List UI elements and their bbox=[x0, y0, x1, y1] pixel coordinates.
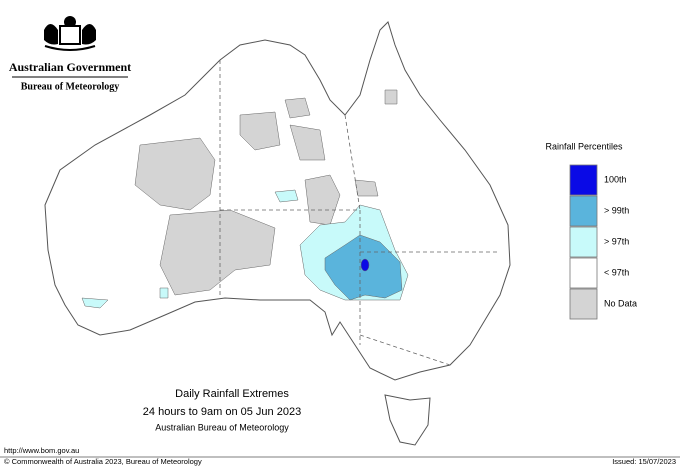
legend-title: Rainfall Percentiles bbox=[545, 141, 623, 151]
no-data-area bbox=[134, 137, 216, 211]
legend-label: 100th bbox=[604, 174, 627, 184]
legend-label: < 97th bbox=[604, 267, 629, 277]
record-area bbox=[360, 258, 370, 272]
no-data-area bbox=[159, 209, 276, 296]
legend-label: > 99th bbox=[604, 205, 629, 215]
no-data-area bbox=[289, 124, 326, 161]
above-97th-area bbox=[159, 287, 169, 299]
legend-swatch bbox=[569, 164, 598, 196]
footer-copyright: © Commonwealth of Australia 2023, Bureau… bbox=[4, 457, 202, 466]
caption-source: Australian Bureau of Meteorology bbox=[155, 422, 289, 432]
no-data-area bbox=[354, 179, 379, 197]
map bbox=[44, 21, 511, 446]
legend-swatch bbox=[569, 226, 598, 258]
government-name: Australian Government bbox=[9, 60, 131, 74]
above-97th-area bbox=[274, 189, 299, 203]
legend-swatch bbox=[569, 257, 598, 289]
no-data-area bbox=[284, 97, 311, 119]
legend-label: No Data bbox=[604, 298, 637, 308]
tasmania bbox=[384, 394, 431, 446]
legend: 100th > 99th > 97th < 97th No Data bbox=[569, 164, 637, 320]
legend-label: > 97th bbox=[604, 236, 629, 246]
legend-swatch bbox=[569, 288, 598, 320]
state-border bbox=[359, 334, 451, 366]
caption-title: Daily Rainfall Extremes bbox=[175, 388, 289, 400]
legend-swatch bbox=[569, 195, 598, 227]
agency-name: Bureau of Meteorology bbox=[21, 81, 120, 92]
state-border bbox=[344, 114, 361, 211]
caption-period: 24 hours to 9am on 05 Jun 2023 bbox=[143, 406, 301, 418]
above-97th-area bbox=[81, 297, 109, 309]
no-data-area bbox=[239, 111, 281, 151]
no-data-area bbox=[384, 89, 398, 105]
crest bbox=[44, 16, 96, 51]
footer-issued: Issued: 15/07/2023 bbox=[612, 457, 676, 466]
footer-url: http://www.bom.gov.au bbox=[4, 446, 79, 455]
